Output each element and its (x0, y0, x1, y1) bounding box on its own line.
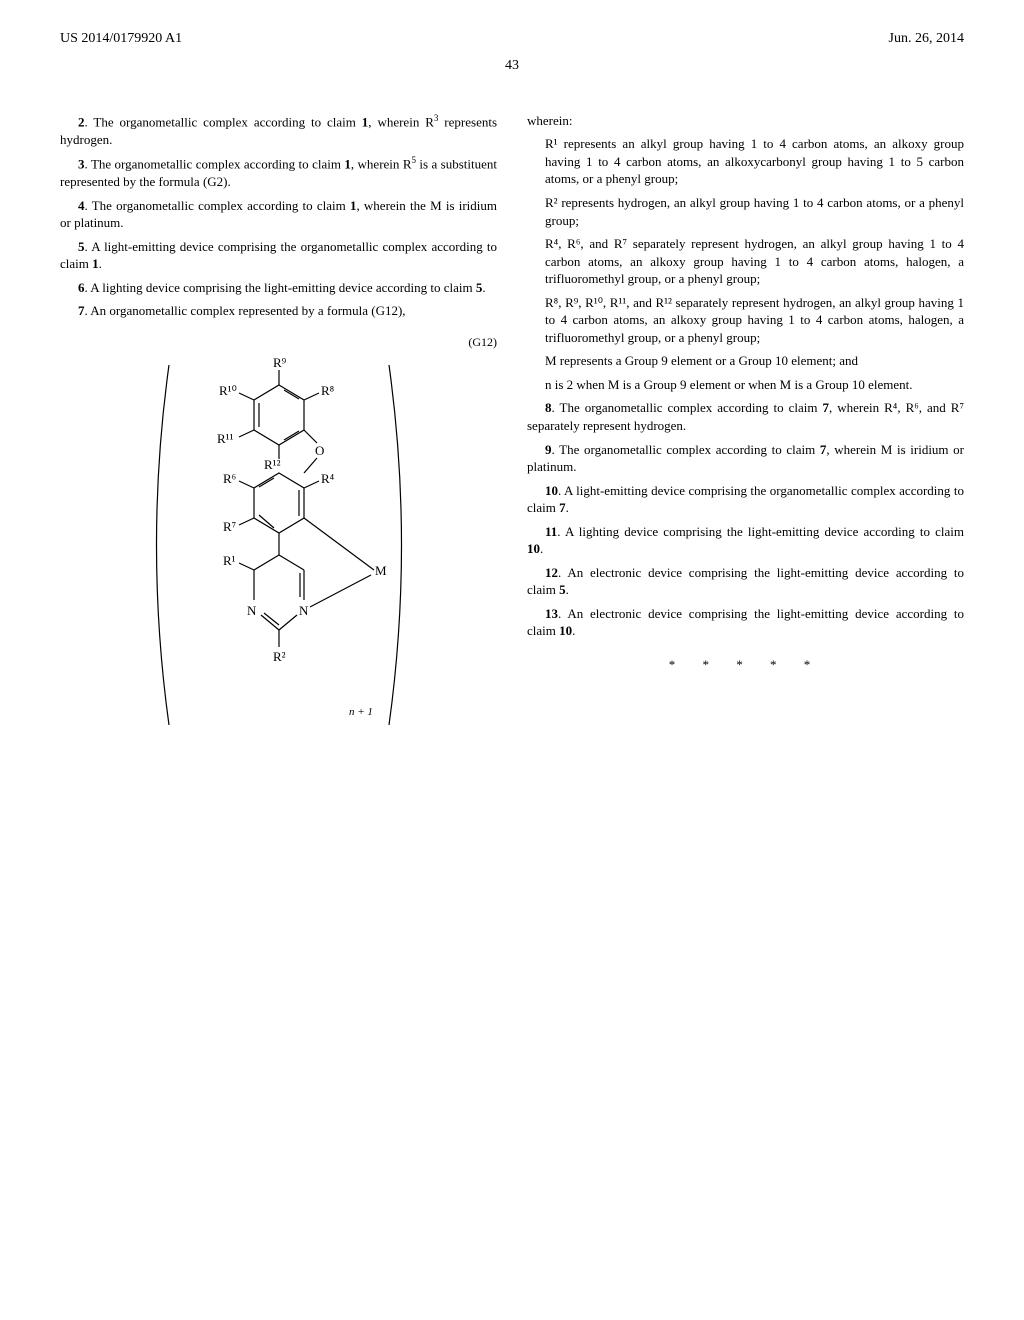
svg-text:R⁷: R⁷ (223, 519, 236, 534)
left-column: 2. The organometallic complex according … (60, 106, 497, 755)
claim-8: 8. The organometallic complex according … (527, 399, 964, 434)
def-r8-12: R⁸, R⁹, R¹⁰, R¹¹, and R¹² separately rep… (545, 294, 964, 347)
claim-6: 6. A lighting device comprising the ligh… (60, 279, 497, 297)
content-columns: 2. The organometallic complex according … (60, 106, 964, 755)
svg-text:R¹¹: R¹¹ (217, 431, 234, 446)
svg-text:R¹: R¹ (223, 553, 236, 568)
svg-text:N: N (247, 603, 257, 618)
svg-text:R¹⁰: R¹⁰ (219, 383, 237, 398)
claim-9: 9. The organometallic complex according … (527, 441, 964, 476)
claim-4: 4. The organometallic complex according … (60, 197, 497, 232)
chemical-structure-g12: O N N (139, 355, 419, 735)
svg-text:N: N (299, 603, 309, 618)
svg-text:n + 1: n + 1 (349, 706, 373, 718)
wherein-label: wherein: (527, 112, 964, 130)
claim-7: 7. An organometallic complex represented… (60, 302, 497, 320)
page-number: 43 (60, 57, 964, 76)
svg-text:O: O (315, 443, 324, 458)
formula-label: (G12) (60, 334, 497, 350)
def-m: M represents a Group 9 element or a Grou… (545, 352, 964, 370)
svg-text:R⁸: R⁸ (321, 383, 335, 398)
svg-text:R²: R² (273, 649, 286, 664)
svg-text:R⁶: R⁶ (223, 471, 236, 486)
svg-text:R⁹: R⁹ (273, 355, 287, 370)
publication-number: US 2014/0179920 A1 (60, 30, 182, 49)
claim-2: 2. The organometallic complex according … (60, 112, 497, 148)
claim-13: 13. An electronic device comprising the … (527, 605, 964, 640)
claim-11: 11. A lighting device comprising the lig… (527, 523, 964, 558)
claim-10: 10. A light-emitting device comprising t… (527, 482, 964, 517)
claim-3: 3. The organometallic complex according … (60, 154, 497, 190)
def-r2: R² represents hydrogen, an alkyl group h… (545, 194, 964, 229)
claim-12: 12. An electronic device comprising the … (527, 564, 964, 599)
right-column: wherein: R¹ represents an alkyl group ha… (527, 106, 964, 755)
publication-date: Jun. 26, 2014 (889, 30, 964, 49)
def-n: n is 2 when M is a Group 9 element or wh… (545, 376, 964, 394)
svg-text:R⁴: R⁴ (321, 471, 335, 486)
def-r1: R¹ represents an alkyl group having 1 to… (545, 135, 964, 188)
end-marker: * * * * * (527, 656, 964, 674)
def-r467: R⁴, R⁶, and R⁷ separately represent hydr… (545, 235, 964, 288)
claim-5: 5. A light-emitting device comprising th… (60, 238, 497, 273)
svg-text:M: M (375, 563, 387, 578)
svg-text:R¹²: R¹² (264, 457, 281, 472)
page-header: US 2014/0179920 A1 Jun. 26, 2014 (60, 30, 964, 49)
